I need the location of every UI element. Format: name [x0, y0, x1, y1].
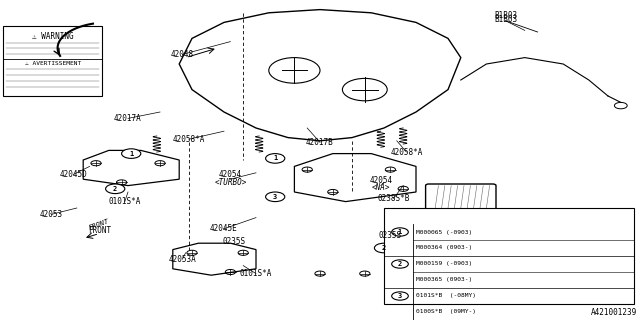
Text: 42017A: 42017A [114, 114, 142, 123]
Text: 42045E: 42045E [210, 224, 238, 233]
Text: B1B03: B1B03 [494, 11, 517, 20]
Text: 2: 2 [113, 186, 117, 192]
Text: 0101S*A: 0101S*A [109, 197, 141, 206]
Text: ⚠ AVERTISSEMENT: ⚠ AVERTISSEMENT [25, 61, 81, 66]
Text: A421001239: A421001239 [591, 308, 637, 317]
Text: B1B03: B1B03 [494, 15, 517, 24]
Text: 42058*A: 42058*A [173, 135, 205, 144]
Circle shape [392, 260, 408, 268]
Text: M000364 (0903-): M000364 (0903-) [416, 245, 472, 251]
Text: ⚠ WARNING: ⚠ WARNING [32, 32, 74, 41]
Text: FRONT: FRONT [88, 226, 111, 235]
Text: M000365 (0903-): M000365 (0903-) [416, 277, 472, 283]
Text: <TURBO>: <TURBO> [214, 178, 246, 187]
Text: M000159 (-0903): M000159 (-0903) [416, 261, 472, 267]
Text: 0238S*B: 0238S*B [378, 194, 410, 203]
Text: 42054: 42054 [369, 176, 392, 185]
Circle shape [266, 154, 285, 163]
Text: 42053A: 42053A [168, 255, 196, 264]
Text: <NA>: <NA> [372, 183, 390, 192]
Text: 1: 1 [129, 151, 133, 156]
Text: 42017B: 42017B [306, 138, 334, 147]
Text: 2: 2 [382, 245, 386, 251]
Circle shape [266, 192, 285, 202]
Text: 0100S*B  (09MY-): 0100S*B (09MY-) [416, 309, 476, 315]
Text: 1: 1 [398, 229, 402, 235]
Text: M000065 (-0903): M000065 (-0903) [416, 229, 472, 235]
Circle shape [392, 292, 408, 300]
Text: 0235S: 0235S [379, 231, 402, 240]
Text: 3: 3 [273, 194, 277, 200]
Circle shape [374, 243, 394, 253]
Text: 42058*A: 42058*A [390, 148, 422, 156]
Text: FRONT: FRONT [88, 219, 110, 231]
Text: 42053: 42053 [40, 210, 63, 219]
FancyBboxPatch shape [3, 26, 102, 96]
Text: 42054: 42054 [219, 170, 242, 179]
Circle shape [106, 184, 125, 194]
Circle shape [392, 228, 408, 236]
Text: 42048: 42048 [171, 50, 194, 59]
Text: 0101S*B  (-08MY): 0101S*B (-08MY) [416, 293, 476, 299]
Text: 0235S: 0235S [222, 237, 245, 246]
Text: 2: 2 [398, 261, 402, 267]
Circle shape [122, 149, 141, 158]
Text: 1: 1 [273, 156, 277, 161]
Text: 3: 3 [398, 293, 402, 299]
Text: 0101S*A: 0101S*A [240, 269, 272, 278]
FancyBboxPatch shape [384, 208, 634, 304]
Text: 42045D: 42045D [60, 170, 88, 179]
